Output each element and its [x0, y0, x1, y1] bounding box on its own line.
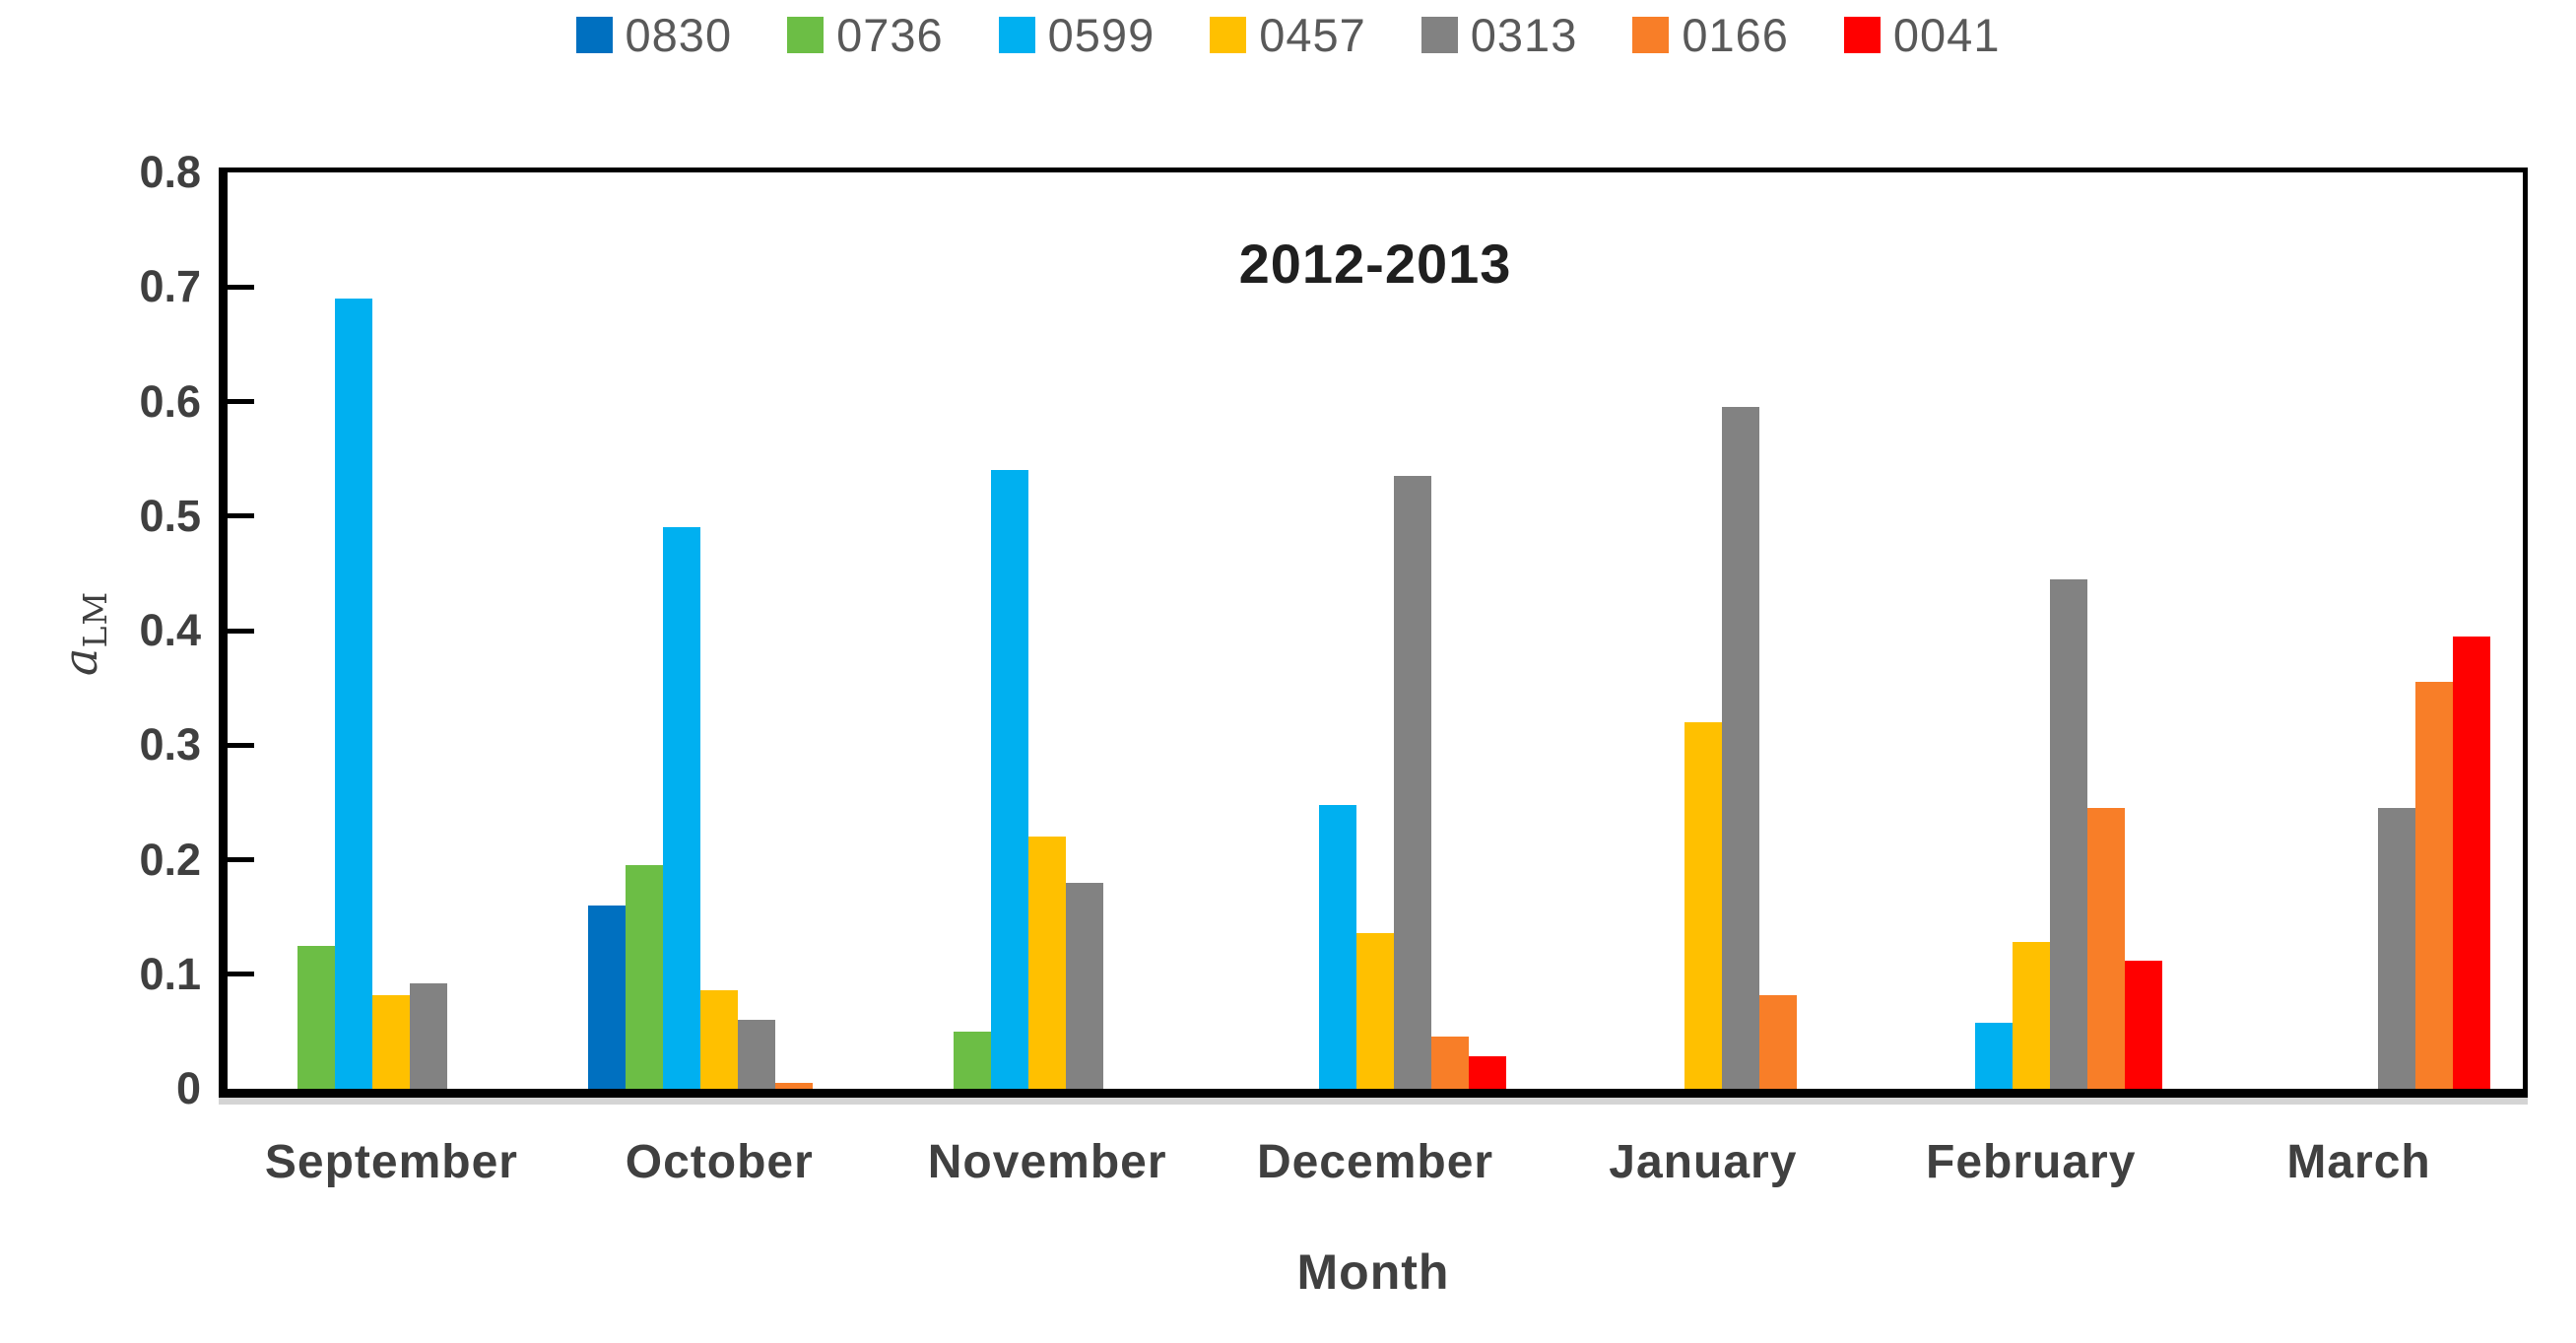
bar-0313-october [738, 1020, 776, 1089]
bar-0736-september [297, 945, 336, 1089]
bar-0599-december [1319, 804, 1356, 1089]
y-tick-0.4 [228, 628, 254, 634]
legend-item-0736: 0736 [787, 8, 944, 62]
y-tick-0.3 [228, 742, 254, 748]
bar-0599-november [991, 470, 1029, 1089]
bar-0457-december [1356, 932, 1394, 1089]
legend-label-0457: 0457 [1259, 9, 1366, 61]
y-tick-label-0.3: 0.3 [139, 719, 201, 771]
y-tick-0.6 [228, 399, 254, 404]
bar-0313-september [410, 983, 448, 1089]
chart-legend: 0830 0736 0599 0457 0313 0166 0041 [0, 8, 2576, 62]
bar-0736-october [626, 865, 664, 1089]
bar-0166-march [2414, 682, 2453, 1089]
legend-label-0599: 0599 [1047, 9, 1156, 61]
y-tick-label-0: 0 [175, 1063, 201, 1113]
y-tick-0.7 [228, 284, 254, 290]
plot-area: 2012-2013 [219, 168, 2528, 1098]
legend-label-0313: 0313 [1470, 9, 1578, 61]
bar-0041-december [1469, 1056, 1506, 1089]
legend-item-0457: 0457 [1210, 8, 1366, 62]
y-tick-label-0.2: 0.2 [139, 834, 201, 885]
x-category-label-march: March [2286, 1136, 2431, 1188]
legend-swatch-0166 [1632, 17, 1670, 53]
bar-0313-february [2049, 578, 2087, 1089]
legend-swatch-0736 [787, 17, 825, 53]
bar-0457-november [1028, 837, 1067, 1089]
y-tick-label-0.6: 0.6 [139, 375, 201, 427]
bar-0166-october [775, 1083, 814, 1089]
bar-0041-march [2452, 636, 2490, 1089]
chart-title: 2012-2013 [1238, 233, 1512, 295]
legend-swatch-0830 [575, 17, 613, 53]
x-category-label-november: November [927, 1136, 1167, 1188]
x-category-label-october: October [625, 1136, 814, 1188]
legend-label-0041: 0041 [1892, 9, 2001, 61]
legend-item-0830: 0830 [575, 8, 733, 62]
bar-0457-september [372, 994, 411, 1089]
y-tick-0.1 [228, 972, 254, 977]
x-category-label-january: January [1609, 1136, 1798, 1188]
bar-0457-january [1684, 722, 1722, 1089]
x-category-label-december: December [1256, 1136, 1494, 1188]
legend-label-0166: 0166 [1682, 9, 1789, 61]
y-tick-label-0.1: 0.1 [139, 948, 201, 999]
bar-0313-january [1721, 407, 1759, 1089]
bar-0166-february [2086, 808, 2125, 1089]
legend-swatch-0313 [1420, 17, 1458, 53]
bar-0457-february [2012, 942, 2050, 1089]
legend-item-0166: 0166 [1632, 8, 1789, 62]
bar-0457-october [700, 990, 739, 1089]
x-category-label-february: February [1926, 1136, 2137, 1188]
bar-0166-december [1431, 1036, 1469, 1089]
legend-swatch-0041 [1843, 17, 1881, 53]
legend-item-0313: 0313 [1420, 8, 1578, 62]
bar-0736-november [954, 1031, 992, 1089]
bar-0041-february [2124, 960, 2162, 1089]
legend-label-0736: 0736 [836, 9, 944, 61]
x-category-label-september: September [264, 1136, 518, 1188]
y-tick-label-0.4: 0.4 [139, 605, 201, 655]
y-tick-0.5 [228, 513, 254, 519]
legend-item-0041: 0041 [1843, 8, 2001, 62]
bar-0313-december [1394, 476, 1431, 1089]
bar-0313-november [1066, 882, 1104, 1089]
bar-0313-march [2377, 808, 2415, 1089]
bar-0830-october [588, 906, 627, 1089]
y-tick-label-0.5: 0.5 [139, 490, 201, 541]
bar-0599-february [1974, 1022, 2013, 1089]
x-axis-title: Month [1296, 1244, 1450, 1300]
bar-0599-september [335, 298, 373, 1089]
legend-swatch-0599 [998, 17, 1035, 53]
legend-item-0599: 0599 [998, 8, 1156, 62]
y-tick-label-0.8: 0.8 [139, 147, 201, 197]
legend-swatch-0457 [1210, 17, 1247, 53]
bar-0166-january [1758, 994, 1797, 1089]
y-tick-0.2 [228, 857, 254, 862]
y-tick-label-0.7: 0.7 [139, 261, 201, 312]
legend-label-0830: 0830 [625, 9, 733, 61]
bar-0599-october [663, 527, 701, 1089]
